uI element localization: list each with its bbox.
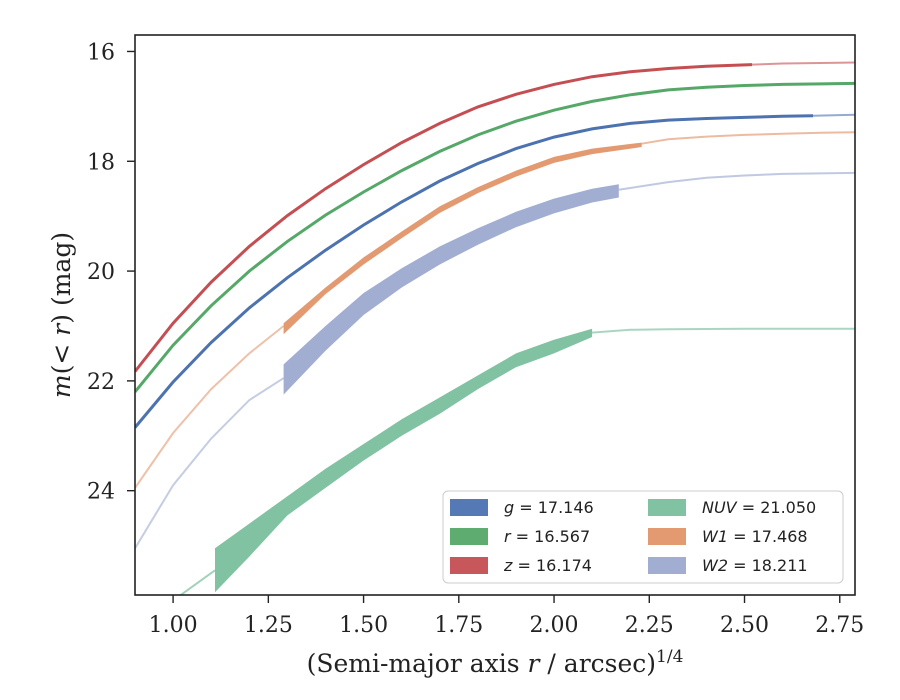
faint-start-NUV [179, 569, 216, 595]
x-tick-label: 1.00 [149, 613, 198, 638]
legend-swatch-z [450, 557, 488, 574]
legend-swatch-W1 [648, 528, 686, 545]
plot-frame [134, 34, 856, 596]
x-tick-label: 1.50 [339, 613, 388, 638]
x-tick-label: 2.25 [625, 613, 674, 638]
x-axis-label: (Semi-major axis r / arcsec)1/4 [307, 647, 684, 678]
band-W2 [283, 184, 619, 395]
x-tick-label: 2.50 [720, 613, 769, 638]
faint-end-z [752, 61, 855, 66]
legend-label-W1: W1 = 17.468 [702, 527, 808, 546]
faint-end-NUV [592, 327, 855, 334]
x-tick-label: 1.25 [244, 613, 293, 638]
line-g [135, 114, 814, 429]
legend: g = 17.146 r = 16.567 z = 16.174 NUV = 21.0… [442, 490, 844, 584]
y-axis-label: m(< r) (mag) [47, 232, 76, 398]
y-tick-label: 20 [87, 260, 115, 285]
x-tick-label: 2.75 [815, 613, 864, 638]
x-tick-label: 2.00 [530, 613, 579, 638]
line-z [135, 63, 753, 373]
faint-start-W2 [135, 377, 285, 549]
legend-swatch-NUV [648, 499, 686, 516]
legend-swatch-W2 [648, 557, 686, 574]
faint-end-g [813, 113, 855, 117]
y-tick-label: 24 [87, 480, 115, 505]
faint-end-W1 [641, 131, 855, 145]
legend-swatch-r [450, 528, 488, 545]
line-r [135, 81, 855, 393]
faint-end-W2 [618, 171, 855, 191]
legend-swatch-g [450, 499, 488, 516]
legend-label-z: z = 16.174 [503, 556, 592, 575]
y-tick-label: 22 [87, 370, 115, 395]
x-axis-ticks: 1.00 1.25 1.50 1.75 2.00 2.25 2.50 2.75 [149, 595, 864, 638]
x-tick-label: 1.75 [434, 613, 483, 638]
legend-label-r: r = 16.567 [504, 527, 590, 546]
legend-label-W2: W2 = 18.211 [702, 556, 808, 575]
y-tick-label: 16 [87, 40, 115, 65]
faint-start-W1 [135, 325, 285, 489]
legend-label-NUV: NUV = 21.050 [702, 498, 816, 517]
legend-box [442, 490, 844, 584]
series-lines [135, 61, 855, 595]
y-tick-label: 18 [87, 150, 115, 175]
y-axis-ticks: 16 18 20 22 24 [87, 40, 135, 505]
legend-label-g: g = 17.146 [504, 498, 594, 517]
